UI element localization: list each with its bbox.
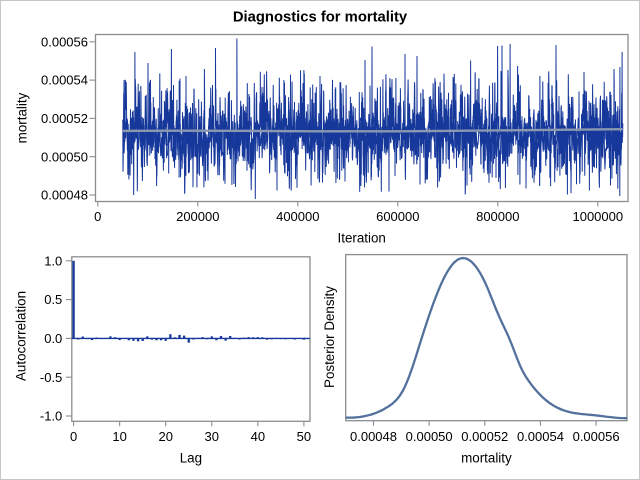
svg-text:50: 50	[297, 429, 311, 444]
svg-text:Autocorrelation: Autocorrelation	[14, 291, 29, 381]
svg-text:0.00052: 0.00052	[461, 429, 508, 444]
svg-text:0: 0	[94, 209, 101, 224]
svg-text:0.00048: 0.00048	[41, 188, 88, 203]
svg-text:0.00054: 0.00054	[41, 73, 88, 88]
svg-text:Posterior Density: Posterior Density	[322, 286, 337, 388]
svg-text:0.5: 0.5	[44, 292, 62, 307]
svg-text:0.00052: 0.00052	[41, 111, 88, 126]
svg-text:Iteration: Iteration	[338, 231, 386, 246]
svg-text:400000: 400000	[276, 209, 319, 224]
svg-text:Diagnostics for mortality: Diagnostics for mortality	[233, 10, 408, 26]
svg-text:0.00050: 0.00050	[41, 149, 88, 164]
svg-text:10: 10	[112, 429, 126, 444]
svg-text:1.0: 1.0	[44, 253, 62, 268]
svg-text:Lag: Lag	[180, 450, 202, 465]
svg-text:1000000: 1000000	[572, 209, 623, 224]
svg-text:0.00054: 0.00054	[517, 429, 564, 444]
svg-text:20: 20	[158, 429, 172, 444]
svg-text:40: 40	[251, 429, 265, 444]
svg-text:mortality: mortality	[461, 450, 512, 465]
svg-text:0: 0	[70, 429, 77, 444]
svg-text:0.00056: 0.00056	[573, 429, 620, 444]
svg-text:0.00056: 0.00056	[41, 34, 88, 49]
svg-text:-1.0: -1.0	[40, 409, 62, 424]
svg-text:600000: 600000	[376, 209, 419, 224]
svg-text:-0.5: -0.5	[40, 370, 62, 385]
svg-text:800000: 800000	[476, 209, 519, 224]
svg-text:0.0: 0.0	[44, 331, 62, 346]
svg-text:30: 30	[205, 429, 219, 444]
svg-text:200000: 200000	[176, 209, 219, 224]
svg-text:0.00050: 0.00050	[406, 429, 453, 444]
svg-text:mortality: mortality	[14, 92, 29, 143]
svg-text:0.00048: 0.00048	[350, 429, 397, 444]
